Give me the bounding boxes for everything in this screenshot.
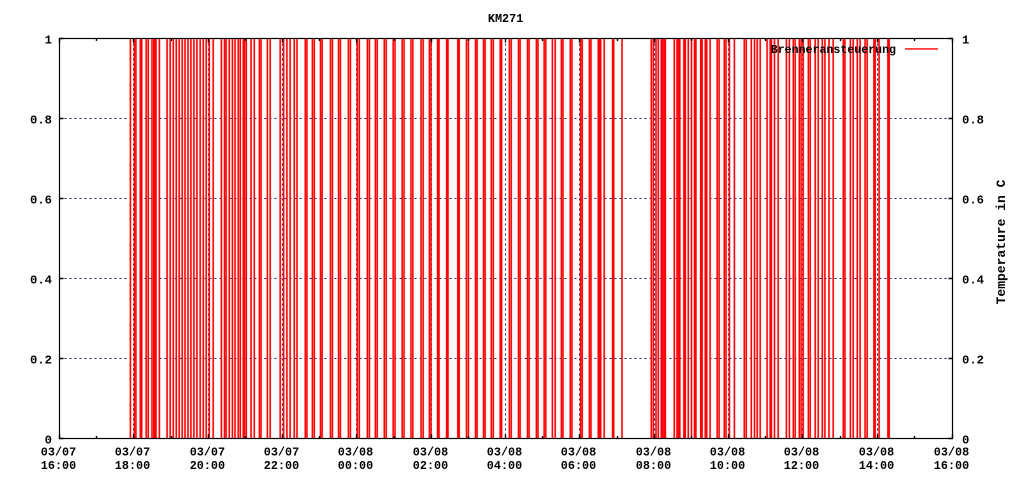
svg-text:06:00: 06:00 xyxy=(561,459,596,473)
svg-text:03/08: 03/08 xyxy=(487,446,522,460)
svg-text:04:00: 04:00 xyxy=(487,459,522,473)
svg-text:03/08: 03/08 xyxy=(636,446,671,460)
svg-text:20:00: 20:00 xyxy=(190,459,225,473)
svg-text:1: 1 xyxy=(45,33,52,47)
svg-text:0.8: 0.8 xyxy=(962,113,984,127)
svg-text:03/08: 03/08 xyxy=(413,446,448,460)
svg-text:0.2: 0.2 xyxy=(30,353,52,367)
svg-text:03/08: 03/08 xyxy=(859,446,894,460)
svg-text:KM271: KM271 xyxy=(488,12,523,26)
svg-text:22:00: 22:00 xyxy=(264,459,299,473)
svg-text:0.2: 0.2 xyxy=(962,353,984,367)
svg-text:03/08: 03/08 xyxy=(784,446,819,460)
svg-text:03/08: 03/08 xyxy=(561,446,596,460)
svg-text:0: 0 xyxy=(962,433,969,447)
svg-text:Temperature in C: Temperature in C xyxy=(994,179,1009,304)
svg-text:0.4: 0.4 xyxy=(30,273,52,287)
svg-text:0.4: 0.4 xyxy=(962,273,984,287)
svg-text:03/08: 03/08 xyxy=(934,446,969,460)
svg-text:12:00: 12:00 xyxy=(784,459,819,473)
svg-text:03/07: 03/07 xyxy=(41,446,76,460)
svg-text:0: 0 xyxy=(45,433,52,447)
svg-text:Brenneransteuerung: Brenneransteuerung xyxy=(771,44,896,57)
svg-text:16:00: 16:00 xyxy=(934,459,969,473)
svg-text:0.8: 0.8 xyxy=(30,113,52,127)
svg-text:10:00: 10:00 xyxy=(710,459,745,473)
svg-text:18:00: 18:00 xyxy=(115,459,150,473)
svg-text:03/07: 03/07 xyxy=(115,446,150,460)
svg-text:1: 1 xyxy=(962,33,969,47)
svg-text:03/08: 03/08 xyxy=(710,446,745,460)
svg-text:00:00: 00:00 xyxy=(338,459,373,473)
svg-text:02:00: 02:00 xyxy=(413,459,448,473)
svg-text:16:00: 16:00 xyxy=(41,459,76,473)
svg-text:03/07: 03/07 xyxy=(190,446,225,460)
svg-text:03/07: 03/07 xyxy=(264,446,299,460)
svg-text:08:00: 08:00 xyxy=(636,459,671,473)
svg-text:14:00: 14:00 xyxy=(859,459,894,473)
svg-text:0.6: 0.6 xyxy=(962,193,984,207)
svg-text:0.6: 0.6 xyxy=(30,193,52,207)
svg-text:03/08: 03/08 xyxy=(338,446,373,460)
